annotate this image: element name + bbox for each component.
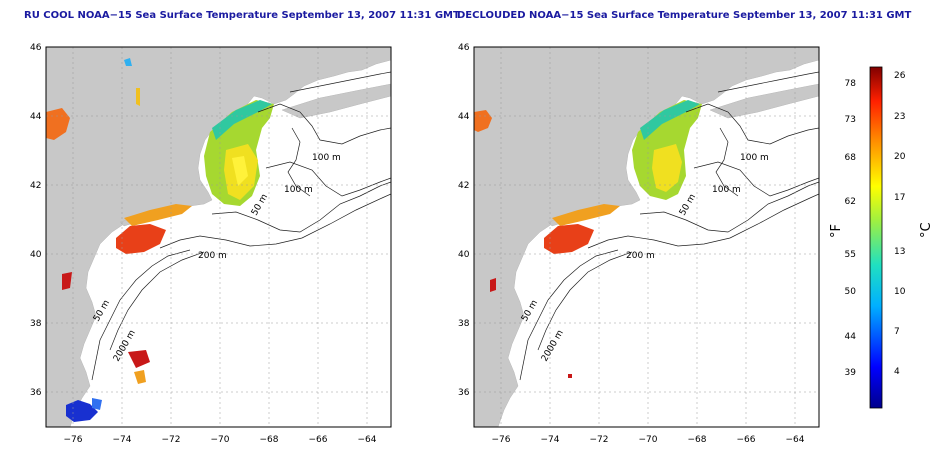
grid-lines bbox=[474, 47, 819, 427]
lat-tick: 42 bbox=[458, 181, 469, 191]
contour-label: 100 m bbox=[712, 185, 741, 195]
lon-tick: −76 bbox=[64, 435, 83, 445]
c-tick: 20 bbox=[894, 152, 906, 162]
lat-tick: 38 bbox=[458, 319, 470, 329]
c-tick: 4 bbox=[894, 367, 900, 377]
lat-tick: 38 bbox=[30, 319, 42, 329]
lat-tick: 36 bbox=[458, 388, 470, 398]
bathymetry-contours bbox=[519, 71, 819, 381]
lon-tick: −72 bbox=[590, 435, 609, 445]
f-tick: 62 bbox=[845, 197, 856, 207]
celsius-unit-label: °C bbox=[919, 222, 934, 238]
lon-tick: −70 bbox=[639, 435, 658, 445]
bathymetry-contours bbox=[91, 71, 391, 381]
lon-tick: −72 bbox=[162, 435, 181, 445]
map-frame bbox=[45, 46, 392, 428]
right-map: 100 m 100 m 50 m 200 m 50 m 2000 m 46 44… bbox=[458, 43, 820, 445]
lat-tick: 36 bbox=[30, 388, 42, 398]
c-tick: 7 bbox=[894, 327, 900, 337]
lon-tick: −68 bbox=[688, 435, 707, 445]
lon-tick: −66 bbox=[737, 435, 756, 445]
colorbar-gradient bbox=[869, 66, 883, 409]
lat-tick: 42 bbox=[30, 181, 41, 191]
lat-tick: 46 bbox=[30, 43, 42, 53]
lon-tick: −66 bbox=[309, 435, 328, 445]
lon-tick: −74 bbox=[113, 435, 132, 445]
fahrenheit-unit-label: °F bbox=[830, 224, 844, 238]
temperature-colorbar: 78 73 68 62 55 50 44 39 26 23 20 17 13 1… bbox=[830, 66, 934, 409]
left-map-title: RU COOL NOAA−15 Sea Surface Temperature … bbox=[24, 10, 460, 21]
map-frame bbox=[473, 46, 820, 428]
sst-nj-shelf bbox=[116, 224, 166, 254]
lon-tick: −64 bbox=[358, 435, 377, 445]
c-tick: 13 bbox=[894, 247, 905, 257]
f-tick: 55 bbox=[845, 250, 856, 260]
left-map: 100 m 100 m 50 m 200 m 50 m 2000 m 46 44… bbox=[30, 43, 392, 445]
lat-tick: 44 bbox=[458, 112, 470, 122]
lat-tick: 40 bbox=[30, 250, 42, 260]
f-tick: 50 bbox=[845, 287, 857, 297]
lon-tick: −64 bbox=[786, 435, 805, 445]
lon-tick: −68 bbox=[260, 435, 279, 445]
c-tick: 10 bbox=[894, 287, 906, 297]
lat-tick: 44 bbox=[30, 112, 42, 122]
lon-tick: −70 bbox=[211, 435, 230, 445]
f-tick: 44 bbox=[845, 332, 857, 342]
lon-tick: −74 bbox=[541, 435, 560, 445]
f-tick: 78 bbox=[845, 79, 857, 89]
f-tick: 39 bbox=[845, 368, 857, 378]
contour-label: 100 m bbox=[740, 153, 769, 163]
right-map-title: DECLOUDED NOAA−15 Sea Surface Temperatur… bbox=[457, 10, 912, 21]
c-tick: 23 bbox=[894, 112, 905, 122]
lat-tick: 40 bbox=[458, 250, 470, 260]
c-tick: 26 bbox=[894, 71, 906, 81]
contour-label: 200 m bbox=[198, 251, 227, 261]
contour-label: 100 m bbox=[312, 153, 341, 163]
lon-tick: −76 bbox=[492, 435, 511, 445]
sst-patches bbox=[474, 100, 702, 378]
grid-lines bbox=[46, 47, 391, 427]
f-tick: 73 bbox=[845, 115, 856, 125]
sst-long-island bbox=[124, 204, 192, 226]
f-tick: 68 bbox=[845, 153, 857, 163]
contour-label: 100 m bbox=[284, 185, 313, 195]
c-tick: 17 bbox=[894, 193, 905, 203]
contour-label: 200 m bbox=[626, 251, 655, 261]
lat-tick: 46 bbox=[458, 43, 470, 53]
